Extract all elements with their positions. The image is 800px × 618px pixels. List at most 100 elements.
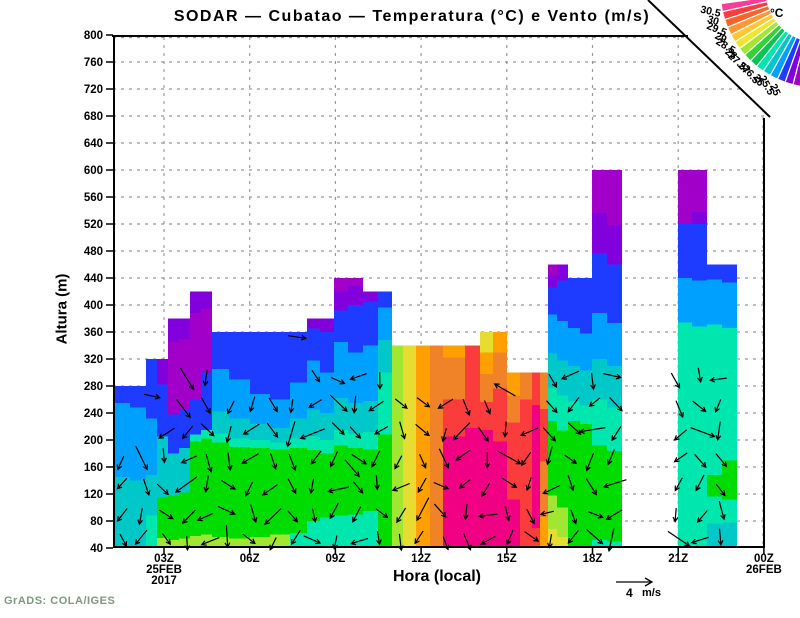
- temp-band: [157, 436, 168, 498]
- wind-arrow: [285, 421, 296, 448]
- temp-band: [229, 446, 250, 539]
- temp-band: [592, 170, 607, 214]
- temp-band: [334, 342, 348, 399]
- temp-band: [363, 431, 378, 450]
- temp-band: [540, 516, 548, 548]
- temp-band: [229, 538, 250, 548]
- temp-band: [363, 400, 378, 432]
- x-date-start: 25FEB: [146, 564, 182, 576]
- temp-band: [270, 534, 290, 548]
- temp-band: [363, 345, 378, 401]
- temp-band: [540, 408, 548, 462]
- wind-arrow: [709, 376, 727, 383]
- wind-arrow: [692, 400, 707, 413]
- wind-arrow: [525, 477, 532, 492]
- wind-arrow: [696, 510, 708, 524]
- wind-arrow: [520, 451, 532, 467]
- wind-arrow: [329, 502, 340, 520]
- temp-band: [392, 345, 403, 548]
- temp-band: [378, 372, 392, 435]
- wind-arrow: [374, 475, 380, 491]
- wind-arrow: [327, 486, 350, 494]
- temp-band: [320, 372, 334, 413]
- temp-band: [607, 450, 622, 542]
- temp-band: [157, 384, 168, 437]
- wind-arrow: [585, 478, 598, 496]
- temp-band: [707, 496, 722, 524]
- wind-arrow: [376, 372, 383, 390]
- wind-arrow: [567, 396, 580, 413]
- temp-band: [212, 411, 229, 434]
- wind-arrow: [181, 425, 193, 440]
- wind-arrow: [481, 482, 491, 498]
- temp-band: [212, 537, 229, 548]
- temp-band: [493, 352, 507, 389]
- temp-band: [212, 369, 229, 412]
- temp-band: [592, 313, 607, 359]
- temp-band: [290, 382, 307, 419]
- temp-band: [520, 372, 532, 400]
- wind-arrow: [221, 479, 237, 490]
- temp-band: [168, 414, 179, 454]
- wind-arrow: [156, 483, 169, 496]
- wind-arrow: [261, 484, 278, 496]
- temp-band: [190, 441, 201, 536]
- wind-arrow: [368, 400, 384, 412]
- temp-band: [201, 534, 212, 548]
- temp-band: [403, 345, 416, 548]
- wind-arrow: [288, 334, 308, 341]
- wind-arrow: [587, 511, 604, 519]
- temp-band: [146, 515, 157, 548]
- x-tick-label: 21Z: [668, 553, 688, 565]
- temp-band: [678, 170, 692, 224]
- temp-band: [548, 314, 557, 354]
- temp-band: [707, 324, 722, 476]
- wind-arrow: [288, 398, 295, 414]
- temp-band: [320, 453, 334, 518]
- temp-band: [190, 535, 201, 548]
- wind-arrow: [181, 509, 196, 524]
- temp-band: [540, 372, 548, 409]
- temp-band: [465, 345, 480, 428]
- wind-arrow: [611, 426, 622, 442]
- temp-band: [548, 495, 557, 530]
- temp-band: [212, 442, 229, 538]
- wind-arrow: [349, 373, 367, 381]
- temp-band: [348, 286, 363, 305]
- wind-arrow: [391, 482, 410, 492]
- temp-band: [168, 539, 179, 548]
- grads-credit: GrADS: COLA/IGES: [4, 595, 116, 607]
- temp-band: [190, 399, 201, 435]
- temp-band: [592, 213, 607, 254]
- y-tick-label: 760: [84, 57, 103, 69]
- wind-arrow: [672, 507, 679, 523]
- y-tick-label: 200: [84, 435, 103, 447]
- temp-band: [592, 445, 607, 540]
- temp-band: [480, 373, 493, 403]
- legend-divider-line: [647, 0, 771, 118]
- wind-arrow: [142, 478, 151, 496]
- wind-arrow: [310, 450, 322, 465]
- temp-band: [270, 332, 290, 400]
- temp-band: [722, 327, 737, 461]
- wind-arrow: [717, 528, 724, 547]
- wind-arrow: [290, 529, 301, 546]
- temp-band: [443, 345, 465, 358]
- y-tick-label: 720: [84, 84, 103, 96]
- wind-arrow: [351, 395, 358, 414]
- wind-arrow: [394, 455, 403, 470]
- wind-arrow: [484, 452, 491, 469]
- temp-band: [250, 440, 270, 449]
- temp-band: [568, 278, 580, 328]
- temp-band: [201, 429, 212, 439]
- temp-band: [363, 291, 378, 302]
- wind-arrow: [116, 508, 128, 522]
- wind-arrow: [303, 535, 322, 545]
- wind-arrow: [308, 399, 323, 408]
- wind-arrow: [396, 507, 407, 524]
- y-tick-label: 80: [90, 516, 103, 528]
- temp-band: [548, 387, 557, 422]
- wind-arrow: [458, 479, 471, 489]
- wind-arrow: [242, 423, 260, 435]
